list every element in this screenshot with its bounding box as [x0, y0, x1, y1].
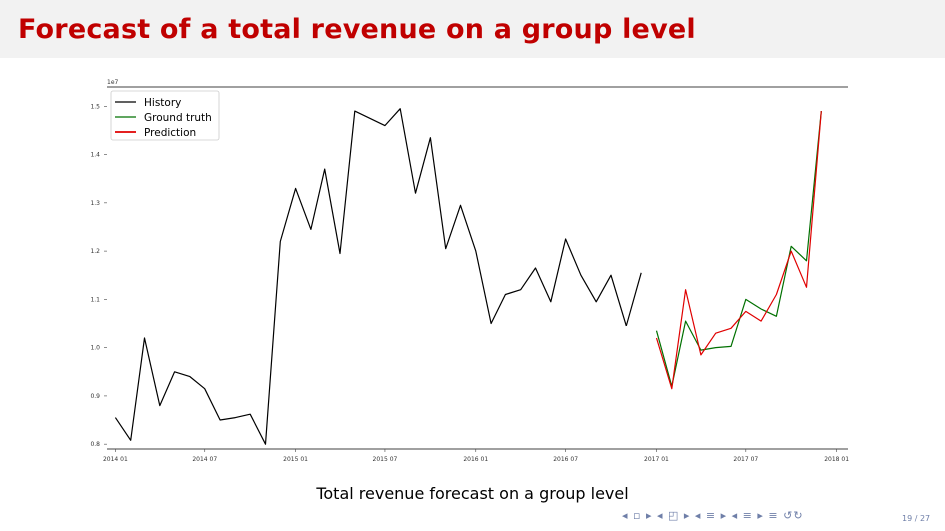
title-bar	[0, 0, 945, 58]
page-number: 19 / 27	[902, 514, 931, 523]
beamer-navigation-icons[interactable]: ◂ ▫ ▸ ◂ ◰ ▸ ◂ ≡ ▸ ◂ ≡ ▸ ≡ ↺↻	[622, 509, 804, 522]
y-tick-label: 1.2	[90, 248, 100, 255]
legend-label: History	[144, 97, 181, 109]
slide-title: Forecast of a total revenue on a group l…	[18, 14, 696, 45]
series-line-0	[114, 108, 627, 445]
legend-label: Prediction	[144, 127, 196, 139]
x-tick-label: 2017 01	[644, 456, 669, 463]
y-tick-label: 1.1	[90, 296, 100, 303]
series-line-2	[655, 111, 822, 387]
y-tick-label: 1.5	[90, 103, 100, 110]
chart-series	[114, 108, 822, 445]
series-line-1	[625, 272, 642, 327]
legend-box	[110, 90, 220, 141]
y-tick-label: 1.4	[90, 152, 100, 159]
x-tick-label: 2018 01	[824, 456, 849, 463]
x-tick-label: 2014 07	[192, 456, 217, 463]
y-tick-label: 0.8	[90, 441, 100, 448]
y-scale-label: 1e7	[107, 79, 119, 86]
y-tick-label: 0.9	[90, 393, 100, 400]
x-tick-label: 2017 07	[733, 456, 758, 463]
x-tick-label: 2016 01	[463, 456, 488, 463]
chart-legend: History Ground truth Prediction	[110, 90, 220, 141]
legend-label: Ground truth	[144, 112, 212, 124]
series-line-3	[655, 111, 822, 390]
y-tick-label: 1.0	[90, 345, 100, 352]
chart-axes: 1e7 0.8 0.9 1.0 1.1 1.2 1.3 1.4 1.5 2014 01 2014 0…	[90, 79, 849, 463]
x-tick-label: 2014 01	[103, 456, 128, 463]
x-tick-label: 2015 01	[283, 456, 308, 463]
x-tick-label: 2016 07	[553, 456, 578, 463]
x-tick-label: 2015 07	[373, 456, 398, 463]
y-tick-label: 1.3	[90, 200, 100, 207]
figure-caption: Total revenue forecast on a group level	[316, 484, 629, 503]
